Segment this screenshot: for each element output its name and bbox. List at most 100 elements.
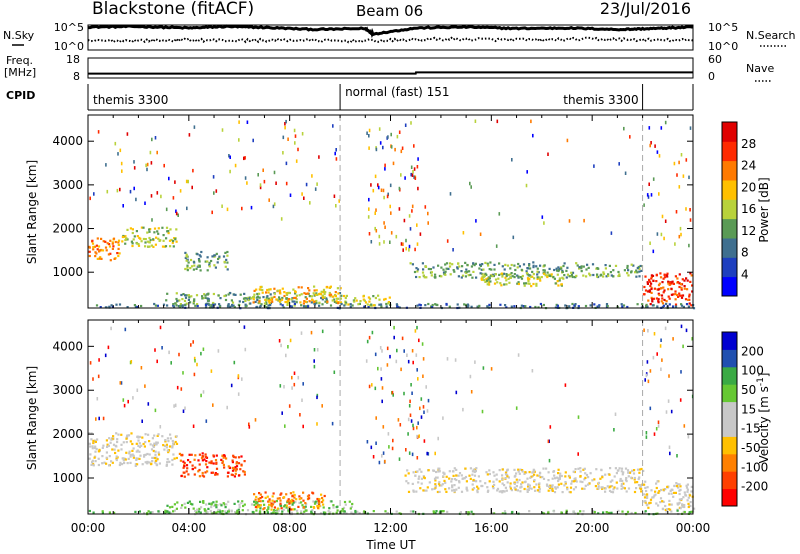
data-cell <box>680 324 683 329</box>
data-cell <box>661 508 665 511</box>
data-cell <box>154 450 157 453</box>
data-cell <box>272 501 275 504</box>
data-cell <box>149 150 152 155</box>
data-cell <box>388 445 390 449</box>
data-cell <box>400 367 402 372</box>
data-cell <box>398 130 401 134</box>
data-cell <box>431 305 434 308</box>
data-cell <box>627 471 630 474</box>
data-cell <box>259 504 262 507</box>
data-cell <box>95 447 98 451</box>
data-cell <box>124 458 127 461</box>
data-cell <box>383 221 385 225</box>
data-cell <box>517 468 520 471</box>
data-cell <box>661 305 664 309</box>
data-cell <box>153 231 156 234</box>
data-cell <box>389 354 391 359</box>
data-cell <box>680 288 683 291</box>
data-cell <box>646 493 649 496</box>
data-cell <box>381 454 383 458</box>
data-cell <box>679 507 682 510</box>
data-cell <box>609 485 612 488</box>
data-cell <box>293 296 296 300</box>
data-cell <box>202 390 205 394</box>
x-tick-label: 00:00 <box>71 521 106 535</box>
power-ylabel: Slant Range [km] <box>25 160 39 264</box>
data-cell <box>619 479 622 482</box>
data-cell <box>182 466 185 469</box>
data-cell <box>269 298 273 301</box>
data-cell <box>639 264 642 268</box>
data-cell <box>422 357 425 361</box>
data-cell <box>662 277 665 280</box>
data-cell <box>427 452 430 456</box>
data-cell <box>646 495 649 498</box>
data-cell <box>161 346 163 350</box>
data-cell <box>501 275 504 278</box>
data-cell <box>495 244 498 248</box>
data-cell <box>638 270 641 273</box>
data-cell <box>126 435 129 438</box>
data-cell <box>418 475 421 478</box>
data-cell <box>179 189 182 193</box>
data-cell <box>608 489 612 492</box>
data-cell <box>282 135 285 140</box>
data-cell <box>108 245 112 248</box>
data-cell <box>690 304 693 307</box>
data-cell <box>395 510 398 513</box>
data-cell <box>208 263 211 267</box>
data-cell <box>106 189 109 194</box>
data-cell <box>613 486 616 489</box>
data-cell <box>127 457 130 460</box>
data-cell <box>683 285 686 288</box>
data-cell <box>190 265 194 268</box>
data-cell <box>358 302 361 305</box>
beam-title: Beam 06 <box>356 2 423 20</box>
data-cell <box>212 175 215 179</box>
nsky-frame <box>87 24 694 51</box>
data-cell <box>281 510 284 513</box>
data-cell <box>226 475 229 478</box>
data-cell <box>529 476 532 479</box>
data-cell <box>532 266 535 269</box>
data-cell <box>130 360 133 364</box>
colorbar-frame <box>721 331 738 507</box>
data-cell <box>171 463 174 466</box>
data-cell <box>174 403 177 408</box>
data-cell <box>479 232 482 236</box>
data-cell <box>125 437 128 440</box>
data-cell <box>290 508 293 511</box>
data-cell <box>612 269 615 272</box>
data-cell <box>612 488 615 491</box>
data-cell <box>673 161 676 166</box>
data-cell <box>313 289 316 292</box>
data-cell <box>322 506 325 509</box>
y-tick-label: 2000 <box>52 222 83 236</box>
data-cell <box>97 374 100 379</box>
data-cell <box>145 163 147 168</box>
data-cell <box>663 289 666 292</box>
data-cell <box>450 478 454 481</box>
data-cell <box>254 502 257 505</box>
data-cell <box>495 473 498 476</box>
data-cell <box>604 487 607 490</box>
data-cell <box>420 397 423 401</box>
data-cell <box>133 304 136 307</box>
data-cell <box>302 499 305 502</box>
data-cell <box>674 305 678 308</box>
data-cell <box>685 277 688 280</box>
data-cell <box>136 306 139 309</box>
data-cell <box>237 303 240 306</box>
data-cell <box>566 273 570 276</box>
data-cell <box>93 192 95 196</box>
data-cell <box>321 500 324 504</box>
data-cell <box>178 299 181 302</box>
data-cell <box>640 265 643 268</box>
data-cell <box>672 495 675 498</box>
data-cell <box>503 490 506 493</box>
data-cell <box>210 462 213 465</box>
data-cell <box>593 511 596 514</box>
data-cell <box>313 506 316 509</box>
data-cell <box>157 433 160 436</box>
data-cell <box>442 475 445 478</box>
